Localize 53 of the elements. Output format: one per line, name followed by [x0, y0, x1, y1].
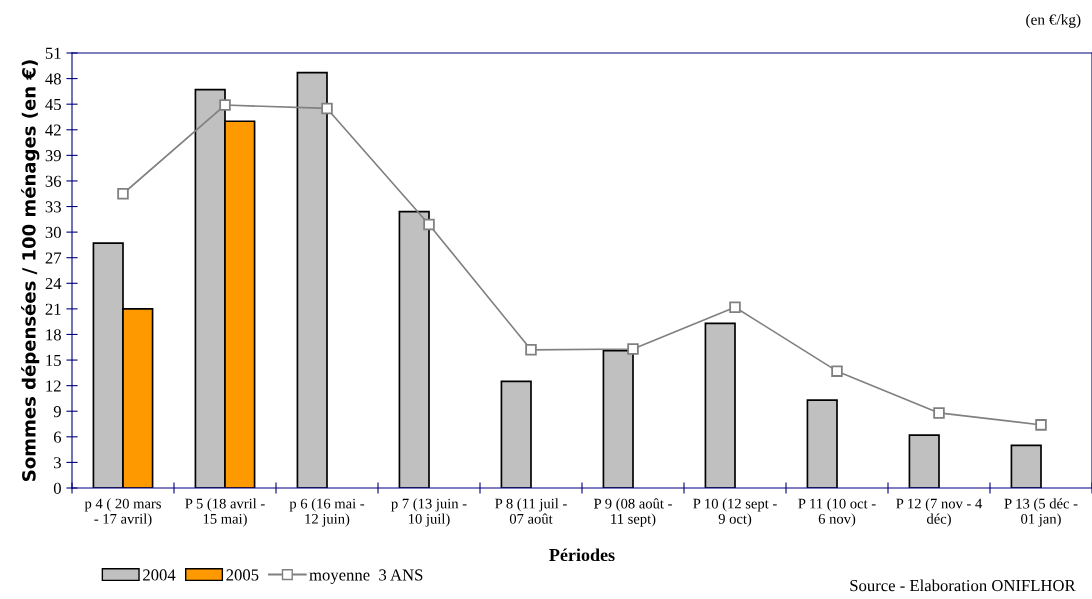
point [525, 344, 537, 356]
y-tick-label: 48 [45, 73, 61, 85]
point [117, 187, 129, 200]
y-tick-label: 6 [53, 431, 62, 443]
bar [602, 349, 634, 488]
legend-label: moyenne 3 ANS [309, 569, 423, 584]
y-tick-label: 0 [53, 482, 61, 494]
y-tick-label: 3 [54, 457, 61, 469]
y-tick-label: 30 [45, 226, 61, 239]
y-tick-label: 21 [45, 303, 61, 315]
x-tick-label: P 10 (12 sept - 9 oct) [693, 498, 777, 527]
x-tick-label: P 9 (08 août - 11 sept) [594, 498, 672, 527]
x-tick-label: P 12 (7 nov - 4 déc) [896, 498, 983, 527]
point [321, 102, 333, 115]
x-tick-label: P 8 (11 juil - 07 août [495, 498, 567, 524]
y-tick-label: 9 [53, 405, 61, 418]
bar [704, 322, 736, 488]
legend-label: 2004 [143, 569, 176, 581]
point [831, 365, 843, 377]
bar [1010, 444, 1042, 488]
point [627, 343, 639, 355]
bar [500, 380, 532, 488]
source-note: Source - Elaboration ONIFLHOR [850, 579, 1076, 592]
point [933, 407, 945, 419]
y-tick-label: 27 [45, 252, 62, 264]
bar [806, 399, 838, 488]
legend-label: 2005 [226, 569, 259, 581]
y-tick-label: 15 [46, 354, 61, 367]
point [219, 99, 231, 111]
y-tick-label: 36 [45, 175, 62, 187]
y-tick-label: 33 [45, 201, 61, 213]
point [729, 301, 741, 313]
y-tick-label: 45 [45, 98, 61, 111]
point [1035, 419, 1047, 431]
bar [908, 434, 940, 488]
y-tick-label: 39 [45, 150, 61, 162]
bar [398, 210, 430, 488]
y-tick-label: 24 [45, 278, 62, 290]
point [423, 218, 435, 231]
x-tick-label: P 11 (10 oct - 6 nov) [798, 498, 876, 527]
x-tick-label: p 7 (13 juin - 10 juil) [391, 498, 467, 527]
y-tick-label: 51 [45, 47, 61, 59]
text: (en €/kg) [1026, 14, 1081, 28]
x-tick-label: P 13 (5 déc - 01 jan) [1004, 498, 1078, 527]
x-tick-label: p 4 ( 20 mars - 17 avril) [84, 498, 161, 527]
y-tick-label: 12 [46, 380, 61, 392]
y-tick-label: 42 [45, 124, 61, 136]
y-tick-label: 18 [46, 329, 61, 341]
x-tick-label: p 6 (16 mai - 12 juin) [289, 498, 365, 527]
bar [296, 71, 328, 488]
x-tick-label: P 5 (18 avril - 15 mai) [185, 498, 265, 527]
y-axis-title: Sommes dépensées / 100 ménages (en €) [21, 60, 40, 481]
x-axis-title: Périodes [549, 548, 615, 562]
